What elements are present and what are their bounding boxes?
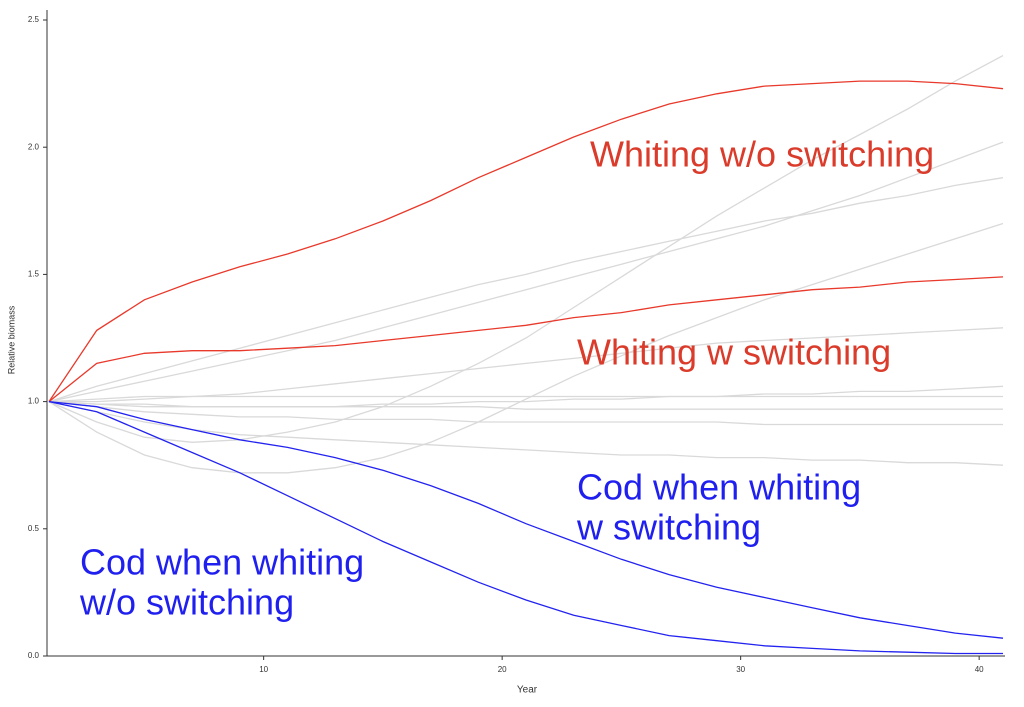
series-line [48,222,1004,474]
series-line [48,400,1003,410]
annotation: w/o switching [79,582,294,623]
annotation: Whiting w switching [577,332,891,373]
y-axis-label: Relative biomass [6,305,16,374]
y-tick-label: 0.5 [28,524,40,533]
x-tick-label: 40 [975,665,984,674]
annotation: Whiting w/o switching [590,134,934,175]
x-tick-label: 30 [736,665,745,674]
series-line [48,395,1003,403]
annotation: w switching [576,507,761,548]
annotation: Cod when whiting [80,542,364,583]
series-line [48,276,1004,403]
y-tick-label: 2.0 [28,142,40,151]
series-line [48,400,1004,466]
series-line [48,80,1004,402]
series-line [48,400,1004,639]
annotation: Cod when whiting [577,467,861,508]
series-line [48,55,1004,443]
x-tick-label: 10 [259,665,268,674]
y-tick-label: 0.0 [28,651,40,660]
series-line [48,141,1004,403]
series-line [49,327,1004,403]
series-line [48,177,1004,403]
y-tick-label: 2.5 [28,15,40,24]
series-line [48,400,1003,655]
x-tick-label: 20 [498,665,507,674]
series-line [48,400,1003,426]
x-axis-label: Year [517,685,538,696]
y-tick-label: 1.5 [28,270,40,279]
y-tick-label: 1.0 [28,397,40,406]
